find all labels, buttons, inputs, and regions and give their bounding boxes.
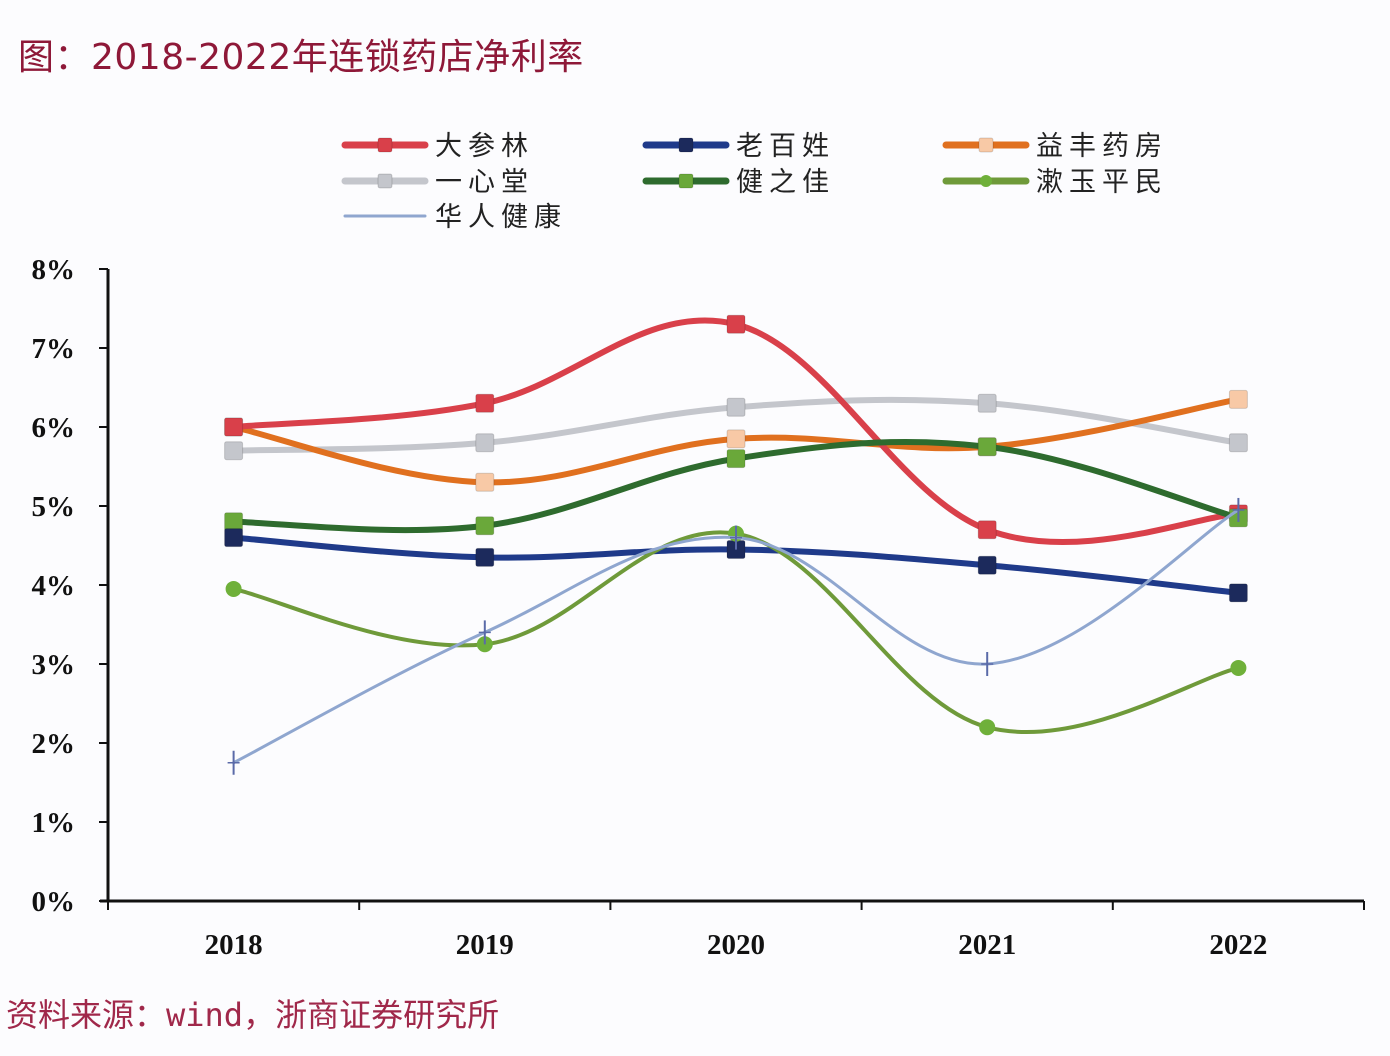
data-point	[224, 417, 244, 437]
legend-item: 一心堂	[341, 167, 534, 198]
series-line	[232, 508, 1240, 765]
legend-label: 益丰药房	[1036, 131, 1168, 162]
legend-label: 大参林	[435, 131, 534, 162]
data-point	[981, 652, 994, 676]
legend-item: 大参林	[341, 131, 534, 162]
data-point	[227, 750, 240, 775]
y-tick-label: 8%	[32, 254, 76, 286]
data-point	[1228, 583, 1248, 603]
legend-item: 益丰药房	[942, 131, 1168, 162]
data-point	[225, 580, 242, 597]
legend-item: 漱玉平民	[942, 167, 1168, 198]
data-point	[730, 525, 742, 550]
legend-item: 老百姓	[642, 131, 835, 162]
legend-marker	[978, 137, 994, 153]
x-tick-label: 2021	[958, 929, 1016, 961]
data-point	[1230, 659, 1247, 676]
x-tick-label: 2018	[205, 929, 263, 961]
y-tick-label: 0%	[32, 886, 76, 918]
data-point	[979, 719, 996, 736]
data-point	[1232, 497, 1245, 522]
legend-marker	[377, 137, 393, 153]
chart-title: 图：2018-2022年连锁药店净利率	[18, 37, 584, 78]
data-point	[726, 449, 746, 469]
legend-label: 健之佳	[736, 167, 835, 198]
legend-label: 漱玉平民	[1036, 167, 1168, 198]
legend-label: 华人健康	[435, 202, 567, 233]
y-tick-label: 7%	[32, 333, 76, 365]
data-point	[475, 433, 495, 453]
data-point	[224, 441, 244, 461]
data-point	[475, 393, 495, 413]
series-group	[224, 314, 1248, 775]
data-point	[726, 429, 746, 449]
axes: 0% 1% 2% 3% 4% 5% 6% 7% 8% 2018 2019 2020 2021 2022	[32, 254, 1365, 961]
data-point	[726, 314, 746, 334]
data-point	[475, 547, 495, 567]
legend-item: 华人健康	[343, 202, 567, 233]
legend-marker	[678, 137, 694, 153]
source-note: 资料来源：wind，浙商证券研究所	[6, 996, 500, 1034]
data-point	[726, 397, 746, 417]
y-tick-label: 5%	[32, 491, 76, 523]
data-point	[475, 472, 495, 492]
data-point	[1228, 433, 1248, 453]
legend-marker	[377, 173, 393, 189]
y-tick-label: 4%	[32, 570, 76, 602]
x-tick-label: 2022	[1209, 929, 1267, 961]
legend-item: 健之佳	[642, 167, 835, 198]
data-point	[977, 437, 997, 457]
y-tick-label: 3%	[32, 649, 76, 681]
data-point	[977, 393, 997, 413]
data-point	[475, 516, 495, 536]
x-tick-label: 2020	[707, 929, 765, 961]
y-tick-label: 1%	[32, 807, 76, 839]
legend-label: 一心堂	[435, 167, 534, 198]
legend-label: 老百姓	[736, 131, 835, 162]
series-7	[227, 497, 1245, 775]
data-point	[977, 520, 997, 540]
series-line	[231, 530, 1241, 734]
legend-marker	[980, 175, 992, 187]
data-point	[1228, 389, 1248, 409]
data-point	[224, 528, 244, 548]
legend-marker	[678, 173, 694, 189]
y-tick-label: 6%	[32, 412, 76, 444]
series-4	[224, 393, 1248, 461]
data-point	[478, 620, 491, 645]
y-tick-label: 2%	[32, 728, 76, 760]
series-5	[224, 437, 1248, 536]
data-point	[977, 555, 997, 575]
x-tick-label: 2019	[456, 929, 514, 961]
